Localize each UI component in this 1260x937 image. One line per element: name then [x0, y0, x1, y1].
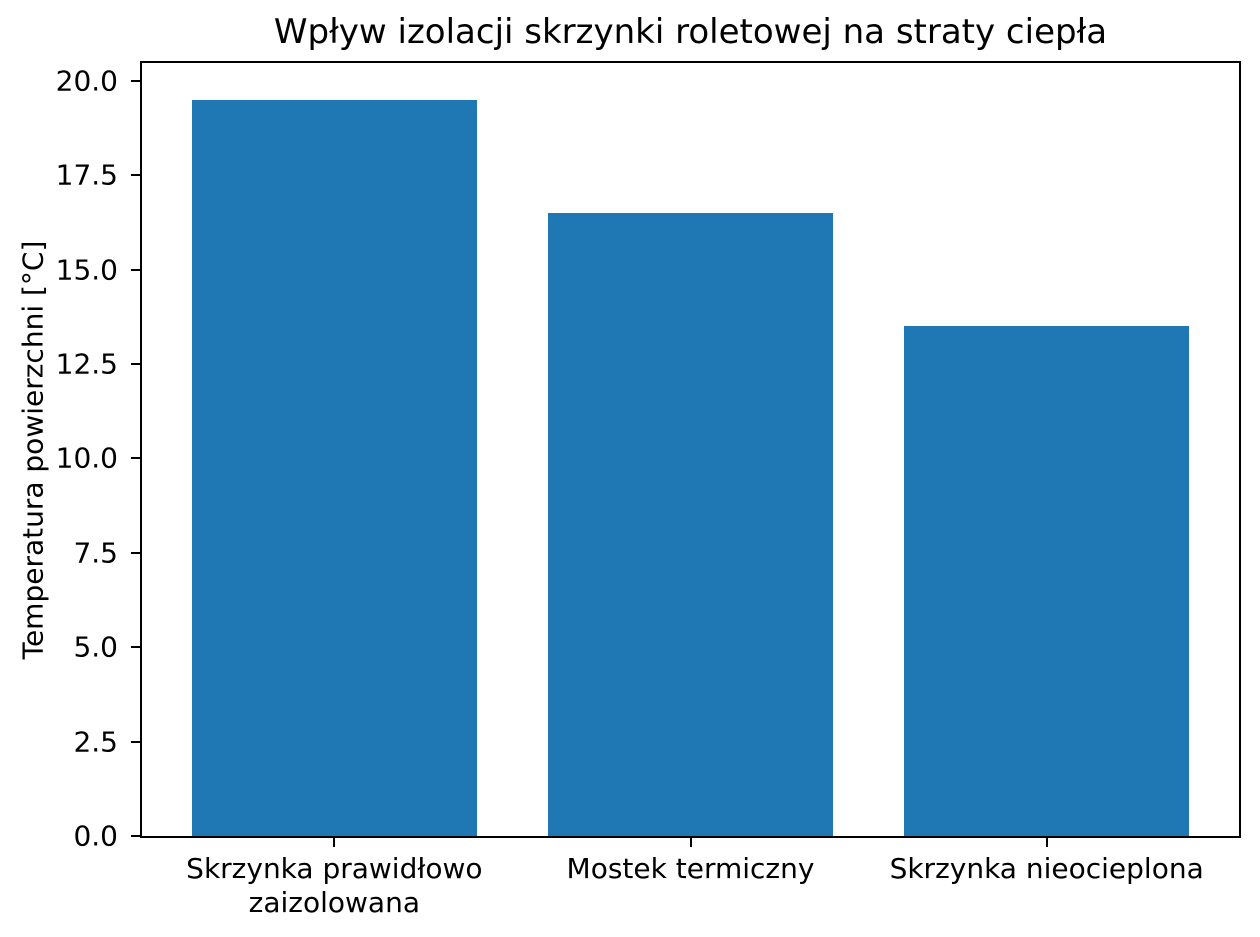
y-tick-mark	[131, 268, 140, 271]
y-tick-mark	[131, 174, 140, 177]
y-tick-mark	[131, 835, 140, 837]
x-tick-label: Skrzynka prawidłowo zaizolowana	[186, 852, 482, 919]
y-axis-label: Temperatura powierzchni [°C]	[16, 240, 50, 660]
chart-title: Wpływ izolacji skrzynki roletowej na str…	[273, 12, 1108, 52]
x-tick-mark	[333, 838, 336, 847]
x-tick-label-line: zaizolowana	[248, 885, 420, 919]
y-tick-mark	[131, 551, 140, 554]
y-tick-mark	[131, 79, 140, 82]
y-tick-label: 20.0	[55, 64, 118, 98]
x-tick-mark	[689, 838, 692, 847]
y-tick-mark	[131, 457, 140, 460]
y-tick-label: 0.0	[73, 819, 118, 853]
y-tick-label: 17.5	[55, 158, 118, 192]
x-tick-label-line: Skrzynka prawidłowo	[186, 852, 483, 885]
plot-area: 0.0 2.5 5.0 7.5 10.0 12.5 15.0 17.5 20.0 Skrzynka…	[56, 61, 1241, 919]
x-tick-mark	[1045, 838, 1048, 847]
y-tick-label: 12.5	[55, 347, 118, 381]
y-tick-mark	[131, 363, 140, 366]
y-tick-mark	[131, 646, 140, 649]
y-tick-label: 10.0	[55, 441, 118, 475]
bar-2	[904, 326, 1190, 836]
y-tick-label: 15.0	[55, 253, 118, 287]
x-tick-label: Mostek termiczny	[567, 852, 815, 886]
y-tick-label: 5.0	[73, 630, 118, 664]
x-tick-label: Skrzynka nieocieplona	[890, 852, 1204, 886]
x-tick-label-line: Skrzynka nieocieplona	[889, 852, 1204, 885]
y-tick-label: 2.5	[73, 725, 118, 759]
y-tick-mark	[131, 740, 140, 743]
bar-1	[548, 213, 833, 836]
x-tick-label-line: Mostek termiczny	[566, 852, 815, 885]
bar-0	[191, 99, 477, 836]
y-tick-label: 7.5	[73, 536, 118, 570]
